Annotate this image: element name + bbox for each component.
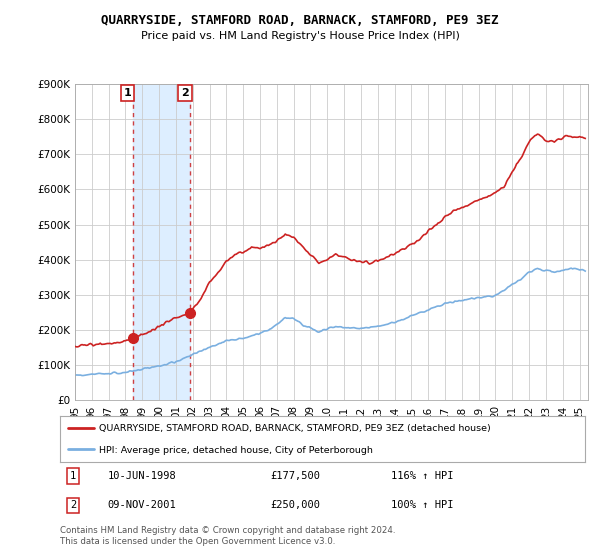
Text: 09-NOV-2001: 09-NOV-2001: [107, 501, 176, 511]
Text: 1: 1: [70, 471, 76, 481]
Text: £177,500: £177,500: [270, 471, 320, 481]
Text: 2: 2: [181, 88, 189, 98]
Text: 10-JUN-1998: 10-JUN-1998: [107, 471, 176, 481]
Text: Price paid vs. HM Land Registry's House Price Index (HPI): Price paid vs. HM Land Registry's House …: [140, 31, 460, 41]
Text: 116% ↑ HPI: 116% ↑ HPI: [391, 471, 453, 481]
Text: 2: 2: [70, 501, 76, 511]
Text: £250,000: £250,000: [270, 501, 320, 511]
Text: Contains HM Land Registry data © Crown copyright and database right 2024.
This d: Contains HM Land Registry data © Crown c…: [60, 526, 395, 546]
Text: 1: 1: [124, 88, 131, 98]
Text: QUARRYSIDE, STAMFORD ROAD, BARNACK, STAMFORD, PE9 3EZ: QUARRYSIDE, STAMFORD ROAD, BARNACK, STAM…: [101, 14, 499, 27]
Text: 100% ↑ HPI: 100% ↑ HPI: [391, 501, 453, 511]
Text: HPI: Average price, detached house, City of Peterborough: HPI: Average price, detached house, City…: [100, 446, 373, 455]
Text: QUARRYSIDE, STAMFORD ROAD, BARNACK, STAMFORD, PE9 3EZ (detached house): QUARRYSIDE, STAMFORD ROAD, BARNACK, STAM…: [100, 424, 491, 433]
Bar: [133, 84, 190, 400]
